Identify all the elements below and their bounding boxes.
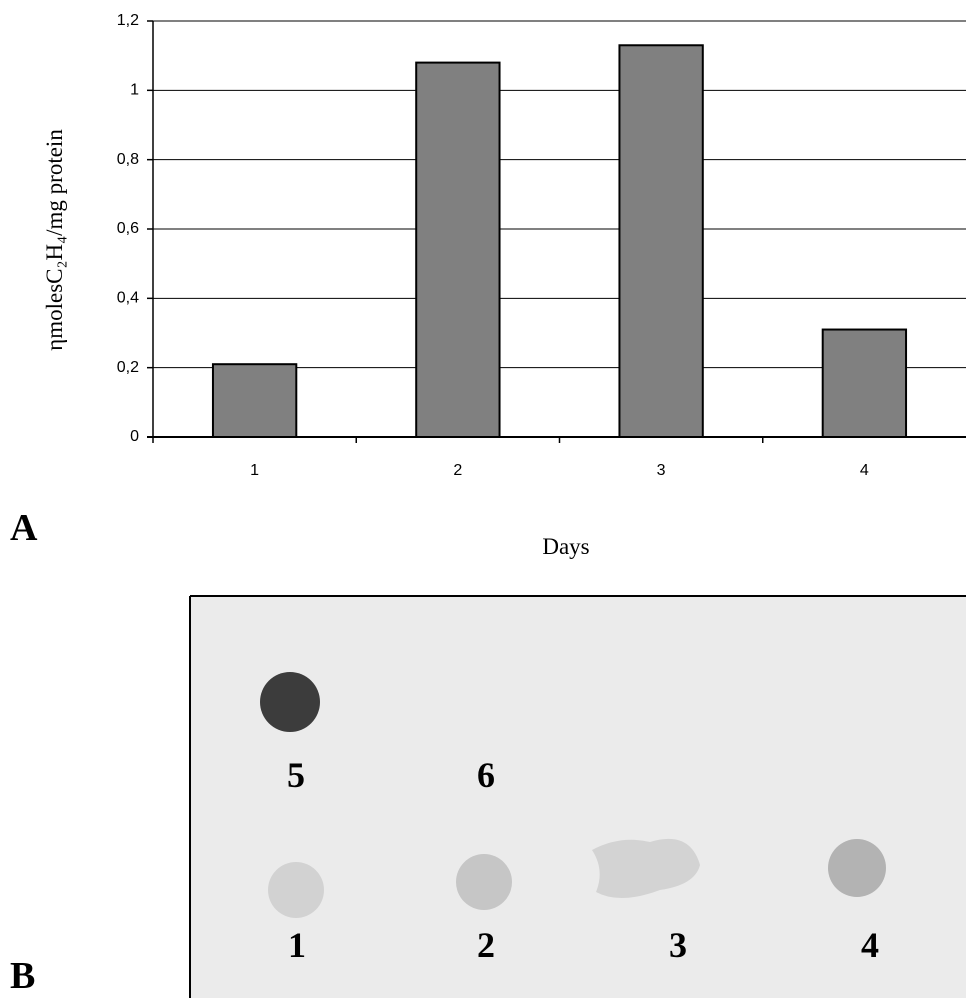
y-tick-label: 0,8	[117, 151, 139, 168]
blot-label: 3	[669, 925, 687, 965]
x-tick-label: 1	[250, 462, 259, 479]
blot-image: 5 6 1 2 3 4	[190, 596, 966, 998]
bar	[823, 330, 906, 437]
blot-label: 1	[288, 925, 306, 965]
x-tick-label: 4	[860, 462, 869, 479]
blot-label: 2	[477, 925, 495, 965]
x-tick-label: 2	[453, 462, 462, 479]
y-tick-label: 1,2	[117, 12, 139, 29]
y-tick-label: 0,4	[117, 290, 139, 307]
bar	[416, 63, 499, 437]
blot-label: 6	[477, 755, 495, 795]
dot	[268, 862, 324, 918]
dot	[260, 672, 320, 732]
dot	[828, 839, 886, 897]
x-tick-label: 3	[657, 462, 666, 479]
panel-label: B	[10, 955, 35, 997]
y-tick-label: 0,2	[117, 359, 139, 376]
blot-label: 4	[861, 925, 879, 965]
y-tick-label: 0	[130, 428, 139, 445]
y-tick-label: 1	[130, 82, 139, 99]
panel-label: A	[10, 507, 38, 549]
y-axis-label: ηmolesC₂H₄/mg protein	[42, 129, 67, 351]
y-tick-label: 0,6	[117, 220, 139, 237]
figure: ηmolesC₂H₄/mg protein Days A B 5 6 1 2 3…	[0, 0, 966, 998]
bar	[619, 45, 702, 437]
dot	[456, 854, 512, 910]
x-axis-label: Days	[542, 534, 589, 559]
bar	[213, 364, 296, 437]
blot-label: 5	[287, 755, 305, 795]
membrane	[190, 596, 966, 998]
